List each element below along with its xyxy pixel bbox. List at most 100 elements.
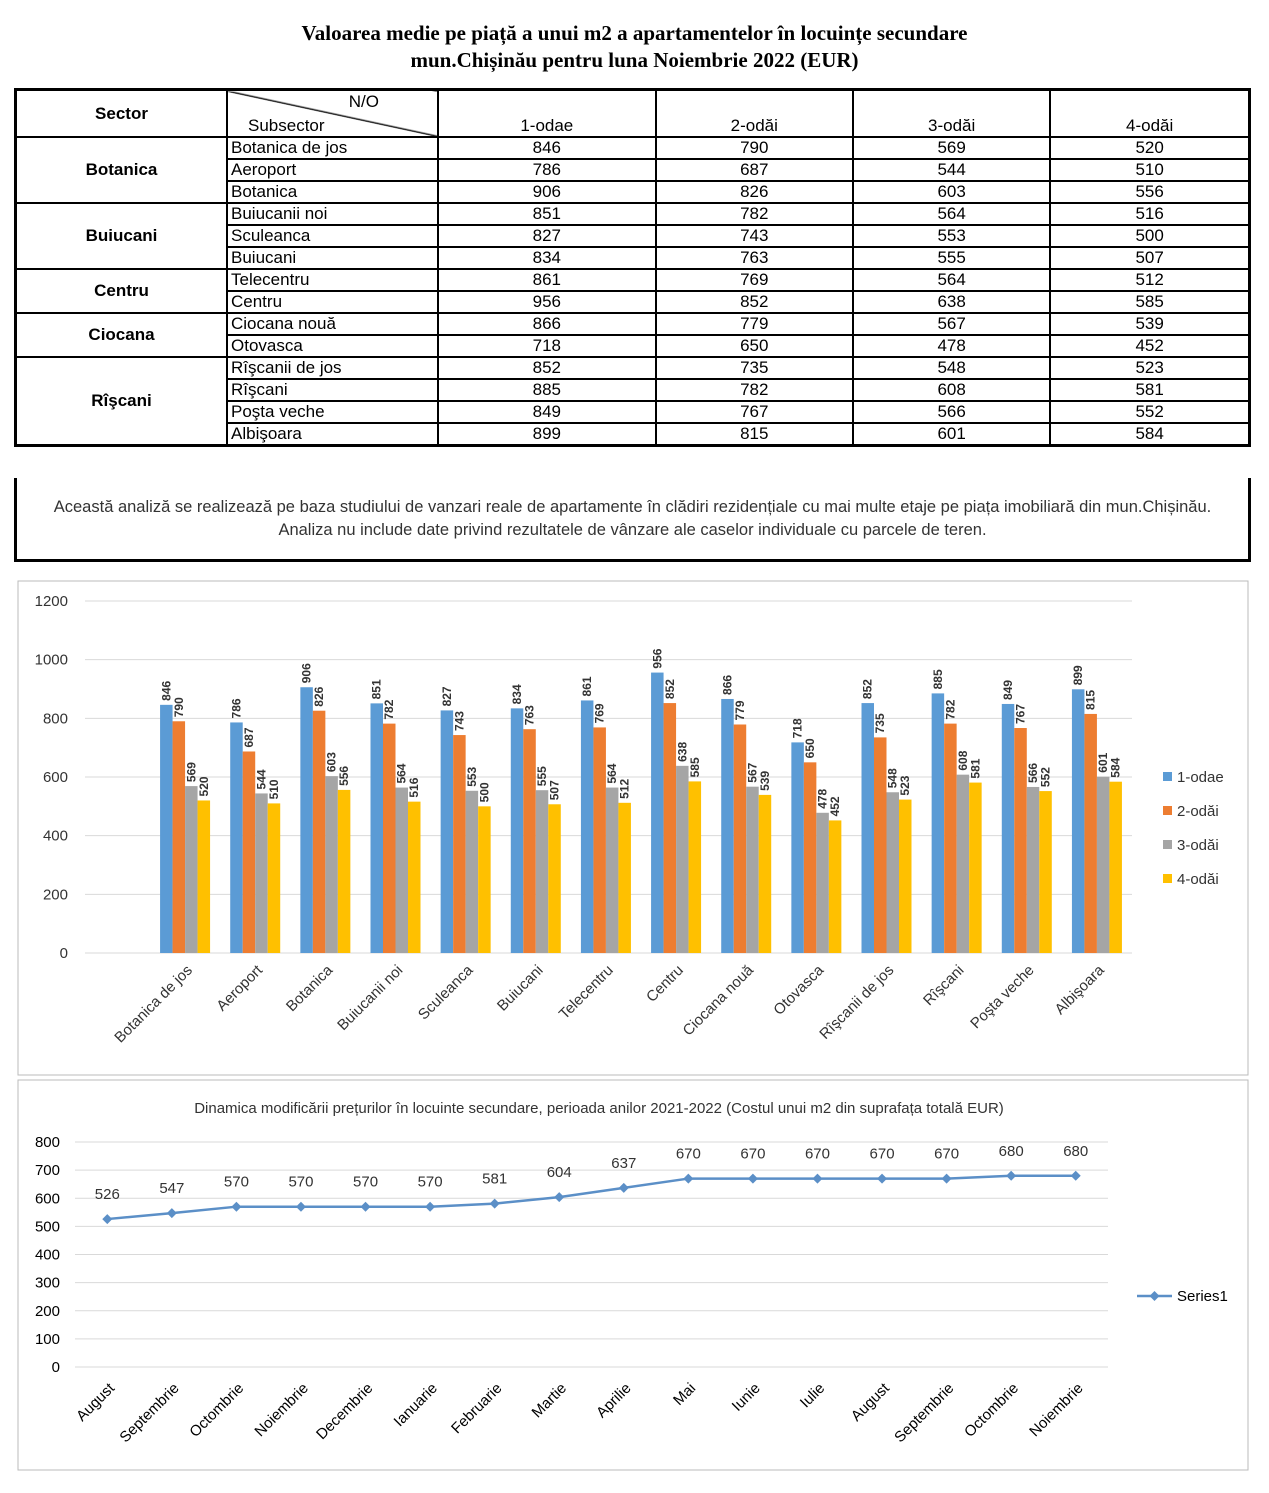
bar	[1026, 786, 1040, 953]
data-label: 567	[745, 762, 759, 782]
bar	[453, 735, 466, 953]
data-label: 885	[931, 669, 945, 689]
data-label: 851	[370, 679, 384, 699]
y-tick-label: 200	[43, 886, 68, 903]
x-tick-label: Ciocana nouă	[680, 961, 758, 1039]
data-label: 779	[733, 700, 747, 720]
value-cell: 564	[851, 202, 1052, 226]
marker	[941, 1173, 952, 1184]
marker	[425, 1201, 436, 1212]
table-row: Rîşcani 885 782 608 581	[16, 378, 1251, 402]
legend-label: 2-odăi	[1177, 803, 1219, 820]
bar	[816, 812, 829, 953]
subsector-cell: Botanica	[226, 180, 439, 204]
data-label: 637	[611, 1155, 636, 1172]
marker	[166, 1208, 177, 1219]
value-cell: 539	[1049, 312, 1251, 336]
bar	[300, 687, 313, 953]
column-header: 4-odăi	[1049, 88, 1251, 138]
value-cell: 507	[1049, 246, 1251, 270]
marker	[812, 1173, 823, 1184]
value-cell: 520	[1049, 136, 1251, 160]
data-label: 849	[1001, 680, 1015, 700]
bar	[1109, 781, 1122, 953]
x-tick-label: Rîşcani	[920, 962, 967, 1009]
data-label: 569	[184, 762, 198, 782]
data-label: 899	[1071, 665, 1085, 685]
table-row: Botanica 906 826 603 556	[16, 180, 1251, 204]
data-label: 516	[407, 777, 421, 797]
data-label: 604	[547, 1164, 572, 1181]
marker	[489, 1198, 500, 1209]
x-tick-label: Iulie	[797, 1380, 828, 1411]
x-tick-label: Buiucanii noi	[334, 962, 406, 1034]
x-tick-label: Octombrie	[186, 1380, 247, 1441]
x-tick-label: Octombrie	[961, 1380, 1022, 1441]
bar	[676, 765, 689, 953]
y-tick-label: 0	[60, 945, 68, 962]
data-label: 564	[395, 763, 409, 783]
value-cell: 852	[437, 356, 657, 380]
x-tick-label: Botanica de jos	[111, 962, 196, 1047]
bar	[874, 737, 887, 953]
x-tick-label: Albişoara	[1052, 961, 1109, 1018]
data-label: 670	[870, 1146, 895, 1163]
bar	[956, 774, 970, 953]
bar	[931, 693, 945, 953]
price-table: Sector N/O Subsector 1-odae 2-odăi 3-odăi 4-od…	[14, 88, 1251, 447]
table-row: Ciocana Ciocana nouă 866 779 567 539	[14, 312, 1251, 358]
value-cell: 906	[437, 180, 657, 204]
value-cell: 512	[1049, 268, 1251, 292]
line	[107, 1174, 1076, 1221]
bar	[886, 792, 899, 953]
data-label: 564	[605, 763, 619, 783]
bar	[721, 698, 734, 953]
value-cell: 581	[1049, 378, 1251, 402]
data-label: 581	[482, 1171, 507, 1188]
bar	[733, 724, 747, 953]
chart-title: Dinamica modificării prețurilor în locui…	[194, 1100, 1004, 1117]
bar	[746, 786, 759, 953]
value-cell: 687	[654, 158, 854, 182]
data-label: 718	[791, 718, 805, 738]
legend-label: Series1	[1177, 1288, 1228, 1305]
marker	[360, 1201, 371, 1212]
bar	[861, 703, 874, 953]
bar	[1096, 776, 1110, 953]
data-label: 790	[172, 697, 186, 717]
value-cell: 567	[851, 312, 1052, 336]
table-row: Centru Telecentru 861 769 564 512	[14, 268, 1251, 314]
bar	[899, 799, 912, 953]
data-label: 552	[1039, 767, 1053, 787]
data-label: 566	[1026, 763, 1040, 783]
chart-frame	[17, 1079, 1249, 1471]
x-tick-label: Sculeanca	[415, 961, 477, 1023]
data-label: 523	[898, 775, 912, 795]
bar	[548, 804, 561, 953]
value-cell: 510	[1049, 158, 1251, 182]
table-row: Poşta veche 849 767 566 552	[16, 400, 1251, 424]
table-row: Buiucani Buiucanii noi 851 782 564 516	[14, 202, 1251, 270]
sector-cell: Rîşcani	[14, 356, 228, 447]
y-tick-label: 400	[43, 828, 68, 845]
marker	[618, 1182, 629, 1193]
y-tick-label: 800	[35, 1134, 60, 1151]
data-label: 670	[805, 1146, 830, 1163]
value-cell: 763	[654, 246, 854, 270]
marker	[554, 1192, 565, 1203]
x-tick-label: Martie	[529, 1380, 570, 1421]
value-cell: 852	[654, 290, 854, 314]
data-label: 852	[861, 679, 875, 699]
x-tick-label: Februarie	[448, 1380, 505, 1437]
bar	[478, 806, 491, 953]
data-label: 547	[159, 1180, 184, 1197]
value-cell: 827	[437, 224, 657, 248]
column-header: 2-odăi	[654, 88, 854, 138]
bar	[383, 723, 396, 953]
value-cell: 851	[437, 202, 657, 226]
bar	[944, 723, 957, 953]
subsector-cell: Aeroport	[226, 158, 439, 182]
value-cell: 564	[851, 268, 1052, 292]
value-cell: 779	[654, 312, 854, 336]
